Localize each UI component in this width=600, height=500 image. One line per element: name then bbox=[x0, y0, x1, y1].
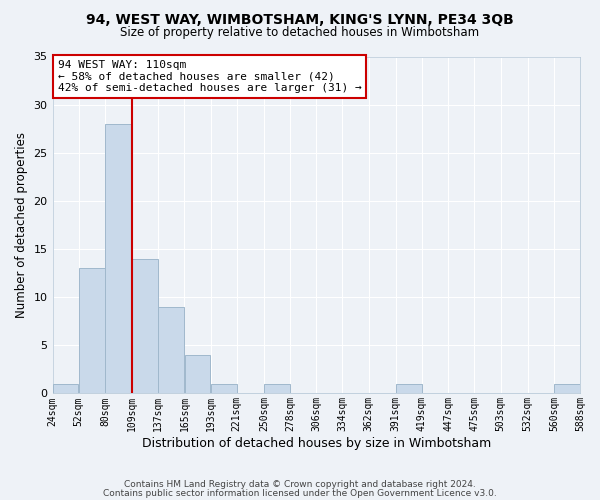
Bar bbox=[79, 268, 104, 394]
Y-axis label: Number of detached properties: Number of detached properties bbox=[15, 132, 28, 318]
Text: Contains public sector information licensed under the Open Government Licence v3: Contains public sector information licen… bbox=[103, 488, 497, 498]
Bar bbox=[211, 384, 236, 394]
Text: 94 WEST WAY: 110sqm
← 58% of detached houses are smaller (42)
42% of semi-detach: 94 WEST WAY: 110sqm ← 58% of detached ho… bbox=[58, 60, 362, 93]
Text: Contains HM Land Registry data © Crown copyright and database right 2024.: Contains HM Land Registry data © Crown c… bbox=[124, 480, 476, 489]
Bar bbox=[264, 384, 290, 394]
Bar bbox=[53, 384, 79, 394]
Bar bbox=[554, 384, 580, 394]
Text: 94, WEST WAY, WIMBOTSHAM, KING'S LYNN, PE34 3QB: 94, WEST WAY, WIMBOTSHAM, KING'S LYNN, P… bbox=[86, 12, 514, 26]
Bar bbox=[185, 355, 211, 394]
Bar bbox=[132, 258, 158, 394]
Bar bbox=[105, 124, 132, 394]
Bar bbox=[158, 307, 184, 394]
Text: Size of property relative to detached houses in Wimbotsham: Size of property relative to detached ho… bbox=[121, 26, 479, 39]
X-axis label: Distribution of detached houses by size in Wimbotsham: Distribution of detached houses by size … bbox=[142, 437, 491, 450]
Bar bbox=[396, 384, 422, 394]
